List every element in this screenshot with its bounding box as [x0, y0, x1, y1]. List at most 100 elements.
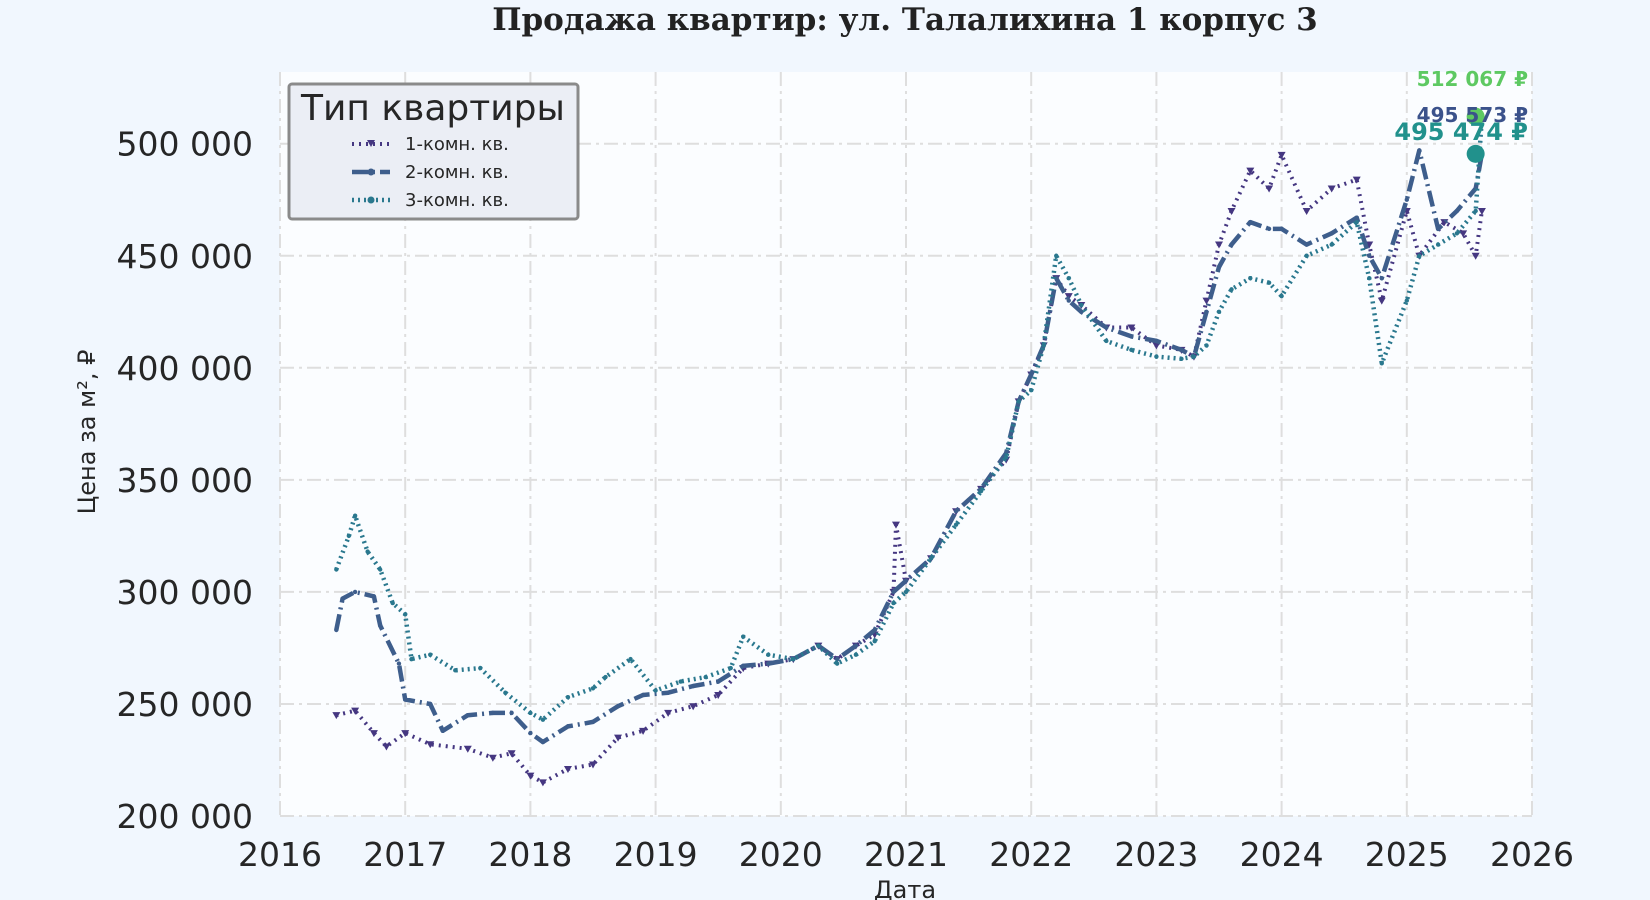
data-point — [903, 589, 909, 595]
data-point — [1129, 334, 1134, 339]
data-point — [1127, 324, 1136, 332]
data-point — [1079, 302, 1084, 308]
data-point — [1302, 207, 1311, 215]
data-point — [853, 652, 859, 657]
data-point — [1417, 253, 1422, 258]
data-point — [1459, 230, 1468, 238]
data-point — [1454, 231, 1460, 236]
data-point — [872, 627, 877, 633]
x-tick-label: 2025 — [1365, 835, 1449, 874]
data-point — [1246, 167, 1255, 175]
data-point — [540, 739, 546, 745]
x-tick-label: 2022 — [989, 835, 1073, 874]
data-point — [478, 665, 483, 671]
data-point — [1154, 354, 1159, 359]
chart-title: Продажа квартир: ул. Талалихина 1 корпус… — [492, 2, 1318, 38]
data-point — [1129, 347, 1134, 353]
data-point — [382, 743, 391, 751]
data-point — [1435, 226, 1441, 232]
data-point — [1352, 176, 1361, 184]
data-point — [526, 772, 535, 780]
data-point — [590, 719, 596, 725]
legend-entries: 1-комн. кв. 2-комн. кв. 3-комн. кв. — [352, 134, 509, 211]
data-point — [703, 674, 708, 680]
data-point — [1473, 208, 1478, 214]
data-point — [1266, 280, 1272, 285]
data-point — [1202, 297, 1211, 305]
data-point — [565, 724, 571, 729]
data-point — [540, 717, 546, 722]
data-point — [396, 661, 402, 666]
x-tick-label: 2020 — [739, 835, 823, 874]
x-tick-label: 2023 — [1114, 835, 1198, 874]
data-point — [428, 701, 433, 707]
data-point — [1379, 361, 1384, 366]
data-point — [352, 513, 358, 518]
data-point — [716, 679, 721, 684]
x-axis-ticks: 2016 2017 2018 2019 2020 2021 2022 2023 2024 2025… — [238, 835, 1574, 874]
data-point — [1016, 399, 1021, 404]
data-point — [603, 674, 608, 680]
legend-title: Тип квартиры — [300, 88, 565, 129]
data-point — [340, 596, 345, 601]
data-point — [507, 750, 516, 758]
data-point — [1079, 309, 1084, 314]
data-point — [488, 754, 497, 762]
data-point — [1054, 275, 1059, 281]
data-point — [1204, 343, 1209, 348]
data-point — [1417, 148, 1422, 153]
end-value-label: 495 474 ₽ — [1394, 118, 1528, 146]
legend-marker — [367, 140, 375, 147]
data-point — [403, 612, 408, 617]
y-tick-label: 450 000 — [117, 237, 253, 276]
y-tick-label: 400 000 — [117, 349, 253, 388]
data-point — [528, 710, 533, 716]
legend-label: 1-комн. кв. — [405, 134, 509, 155]
data-point — [614, 734, 623, 742]
data-point — [509, 710, 514, 716]
data-point — [1379, 275, 1384, 281]
data-point — [1265, 185, 1274, 193]
data-point — [1179, 347, 1184, 353]
data-point — [1029, 372, 1034, 377]
data-point — [1354, 215, 1359, 220]
end-marker — [1466, 107, 1485, 126]
data-point — [1215, 241, 1223, 249]
x-tick-label: 2024 — [1240, 835, 1324, 874]
data-point — [1152, 342, 1161, 350]
data-point — [1003, 455, 1009, 460]
data-point — [1279, 226, 1284, 232]
data-point — [401, 730, 410, 738]
data-point — [440, 728, 445, 734]
data-point — [1204, 309, 1209, 314]
data-point — [766, 652, 771, 657]
data-point — [403, 697, 408, 702]
data-point — [639, 727, 648, 735]
data-point — [891, 600, 896, 606]
data-point — [690, 683, 696, 689]
data-point — [1404, 298, 1410, 303]
data-point — [1041, 343, 1046, 348]
data-point — [1216, 264, 1222, 270]
data-point — [352, 589, 358, 595]
data-point — [365, 549, 370, 554]
data-point — [377, 623, 383, 628]
data-point — [1329, 242, 1334, 247]
data-point — [891, 589, 896, 595]
data-point — [1029, 388, 1034, 393]
data-point — [1229, 287, 1234, 292]
data-point — [1066, 275, 1071, 281]
data-point — [1354, 219, 1359, 225]
data-point — [346, 533, 352, 539]
data-point — [334, 567, 339, 572]
data-point — [1277, 151, 1286, 159]
end-marker — [1466, 144, 1485, 163]
x-tick-label: 2016 — [238, 835, 322, 874]
data-point — [741, 634, 746, 639]
data-point — [1104, 325, 1109, 330]
data-point — [1327, 185, 1336, 193]
data-point — [589, 761, 597, 769]
data-point — [453, 668, 458, 673]
data-point — [891, 521, 900, 529]
